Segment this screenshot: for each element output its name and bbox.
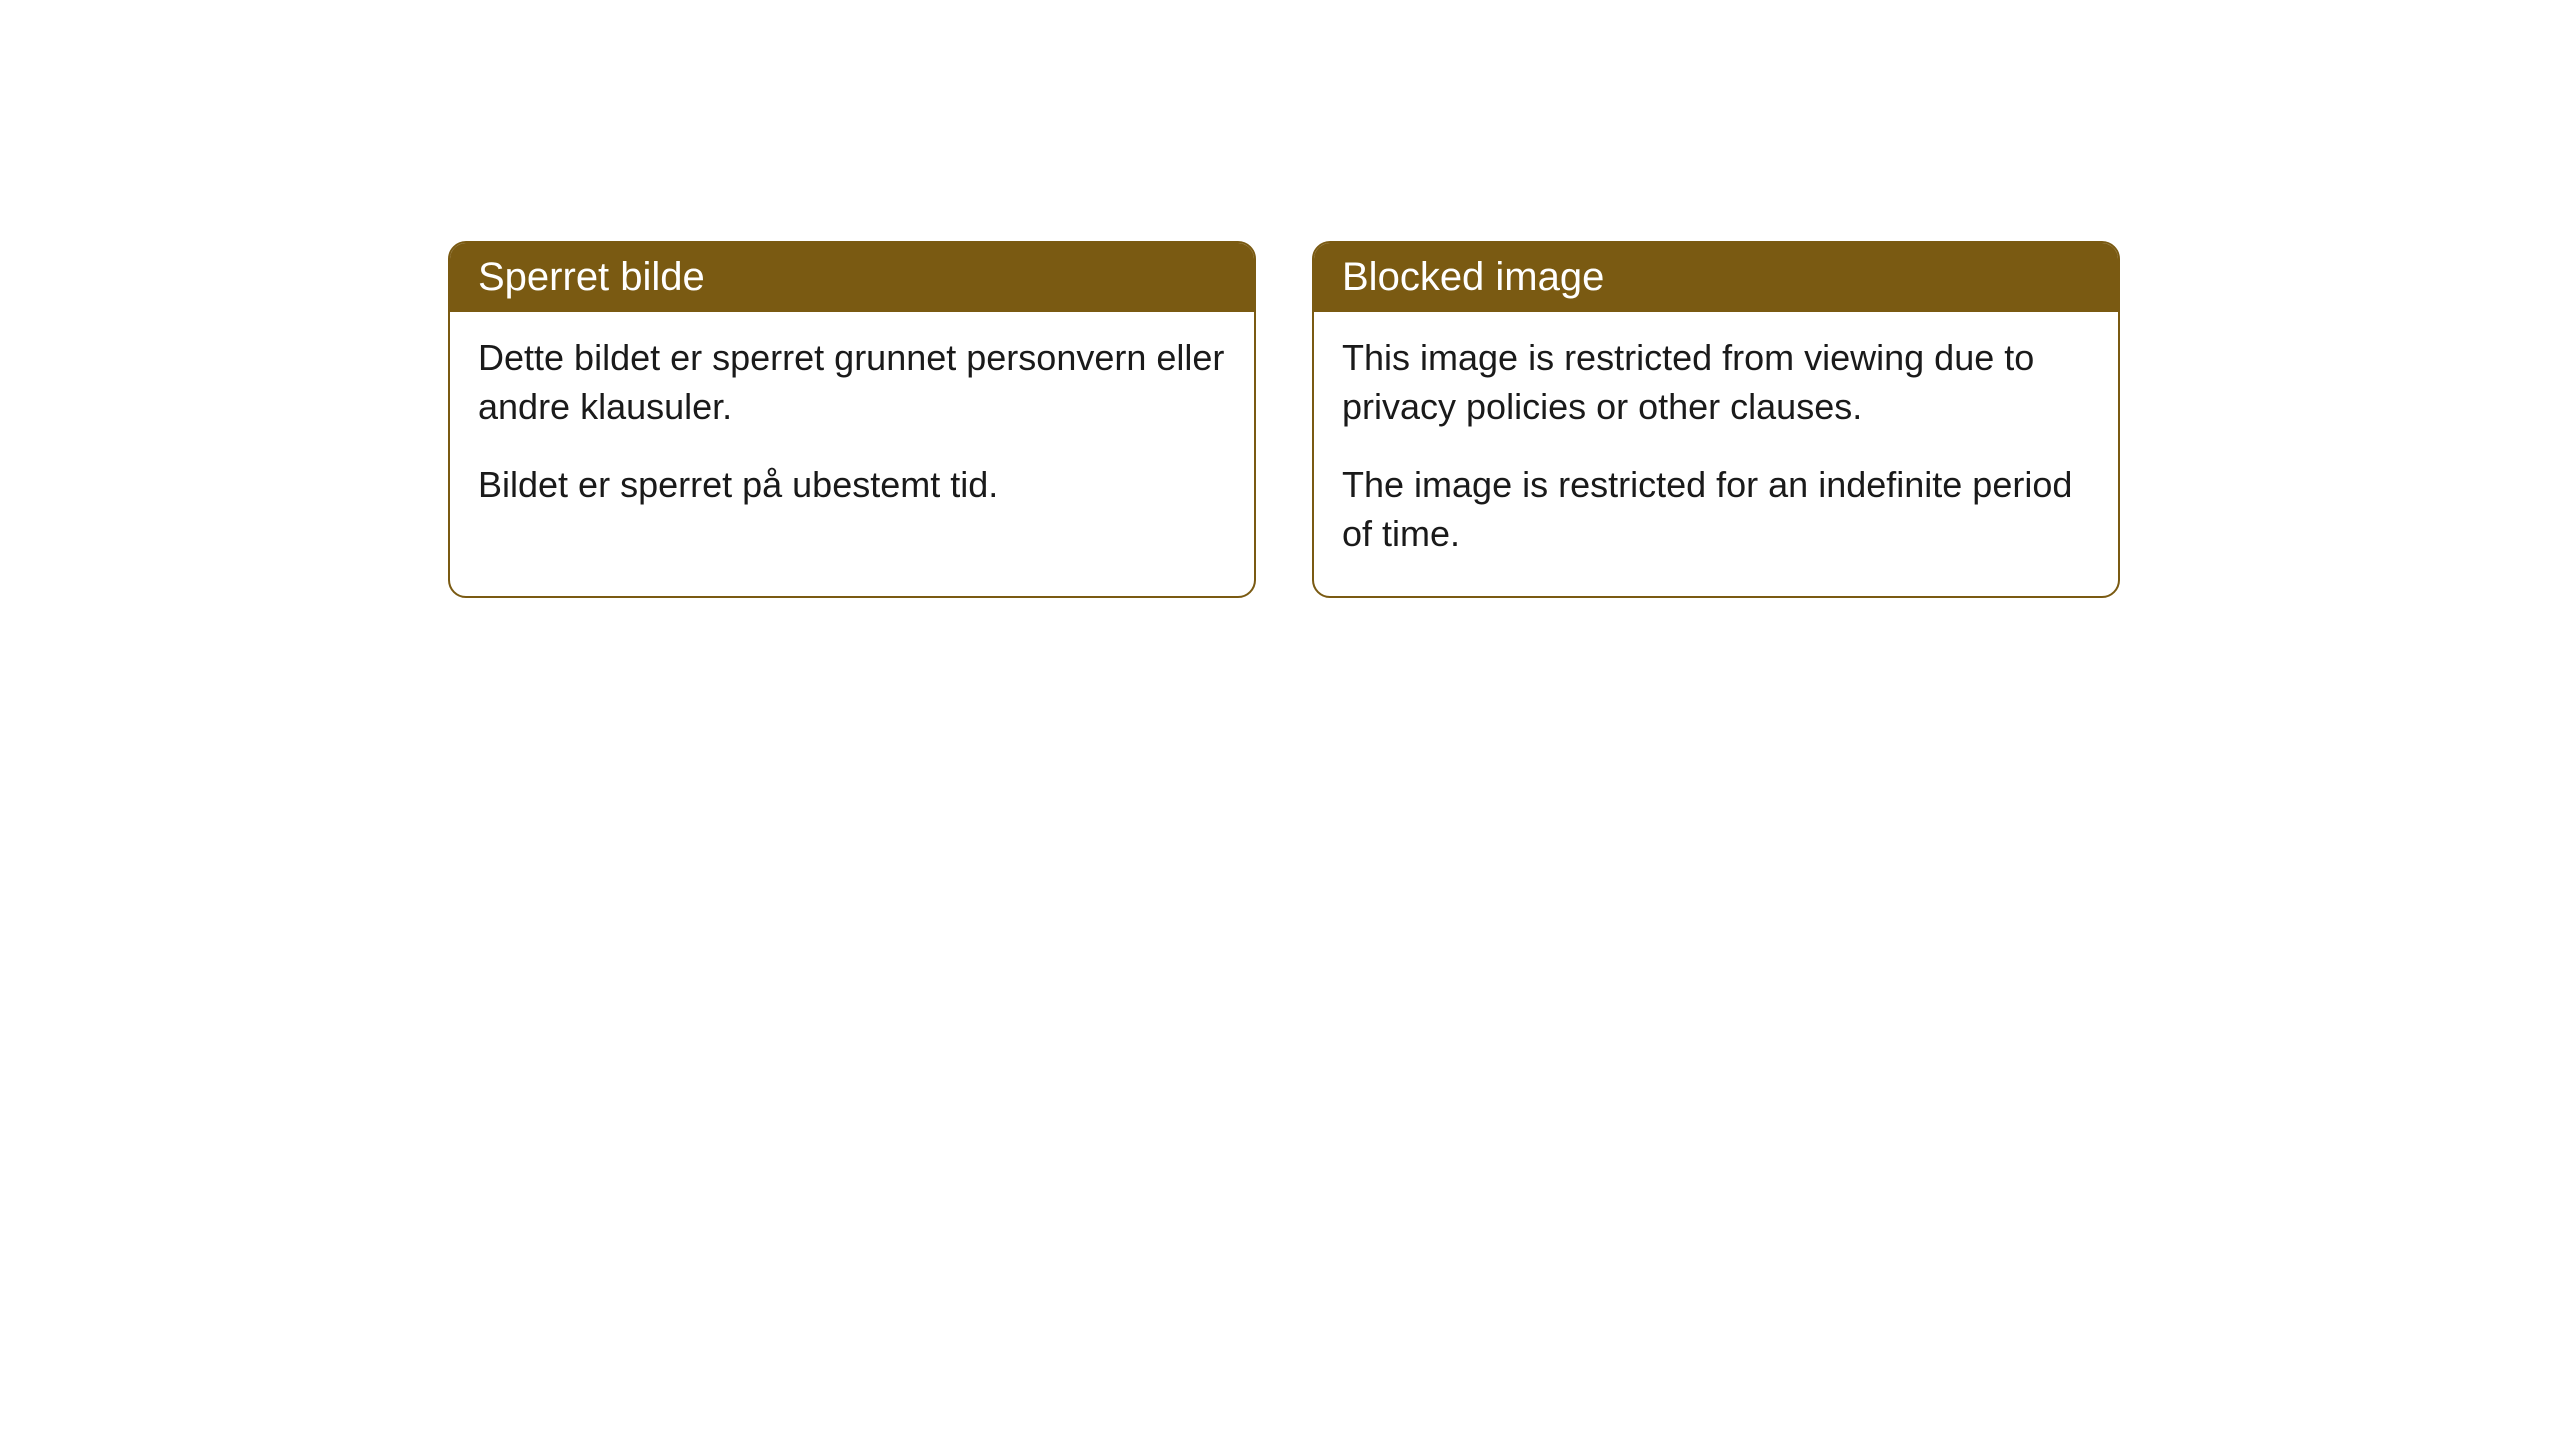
card-header: Sperret bilde — [450, 243, 1254, 312]
card-body: Dette bildet er sperret grunnet personve… — [450, 312, 1254, 548]
card-body: This image is restricted from viewing du… — [1314, 312, 2118, 596]
card-paragraph: The image is restricted for an indefinit… — [1342, 461, 2090, 558]
card-paragraph: This image is restricted from viewing du… — [1342, 334, 2090, 431]
card-header: Blocked image — [1314, 243, 2118, 312]
cards-container: Sperret bilde Dette bildet er sperret gr… — [448, 241, 2120, 598]
card-paragraph: Dette bildet er sperret grunnet personve… — [478, 334, 1226, 431]
card-header-title: Blocked image — [1342, 255, 1604, 299]
card-header-title: Sperret bilde — [478, 255, 705, 299]
blocked-image-card-norwegian: Sperret bilde Dette bildet er sperret gr… — [448, 241, 1256, 598]
card-paragraph: Bildet er sperret på ubestemt tid. — [478, 461, 1226, 510]
blocked-image-card-english: Blocked image This image is restricted f… — [1312, 241, 2120, 598]
